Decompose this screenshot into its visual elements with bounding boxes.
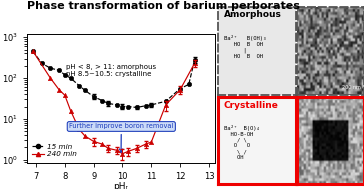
X-axis label: pHᵣ: pHᵣ [114,182,128,189]
Text: Further improve boron removal: Further improve boron removal [69,123,174,152]
Y-axis label: B, ppm: B, ppm [0,82,1,114]
Text: pH < 8, > 11: amorphous
pH 8.5~10.5: crystalline: pH < 8, > 11: amorphous pH 8.5~10.5: cry… [66,64,157,77]
Text: Crystalline: Crystalline [224,101,279,110]
Text: Ba²⁺   B(OH)₃
   HO  B  OH
      |    
   HO  B  OH: Ba²⁺ B(OH)₃ HO B OH | HO B OH [224,35,266,59]
Text: 200 nm: 200 nm [342,85,361,90]
Text: Phase transformation of barium perborates: Phase transformation of barium perborate… [27,1,300,11]
Text: Amorphous: Amorphous [224,10,282,19]
Legend: 15 min, 240 min: 15 min, 240 min [31,143,78,159]
Text: Ba²⁺  B(O)₄
  HO-B-OH
    / \ 
   O   O
    \ /
    OH: Ba²⁺ B(O)₄ HO-B-OH / \ O O \ / OH [224,125,260,160]
